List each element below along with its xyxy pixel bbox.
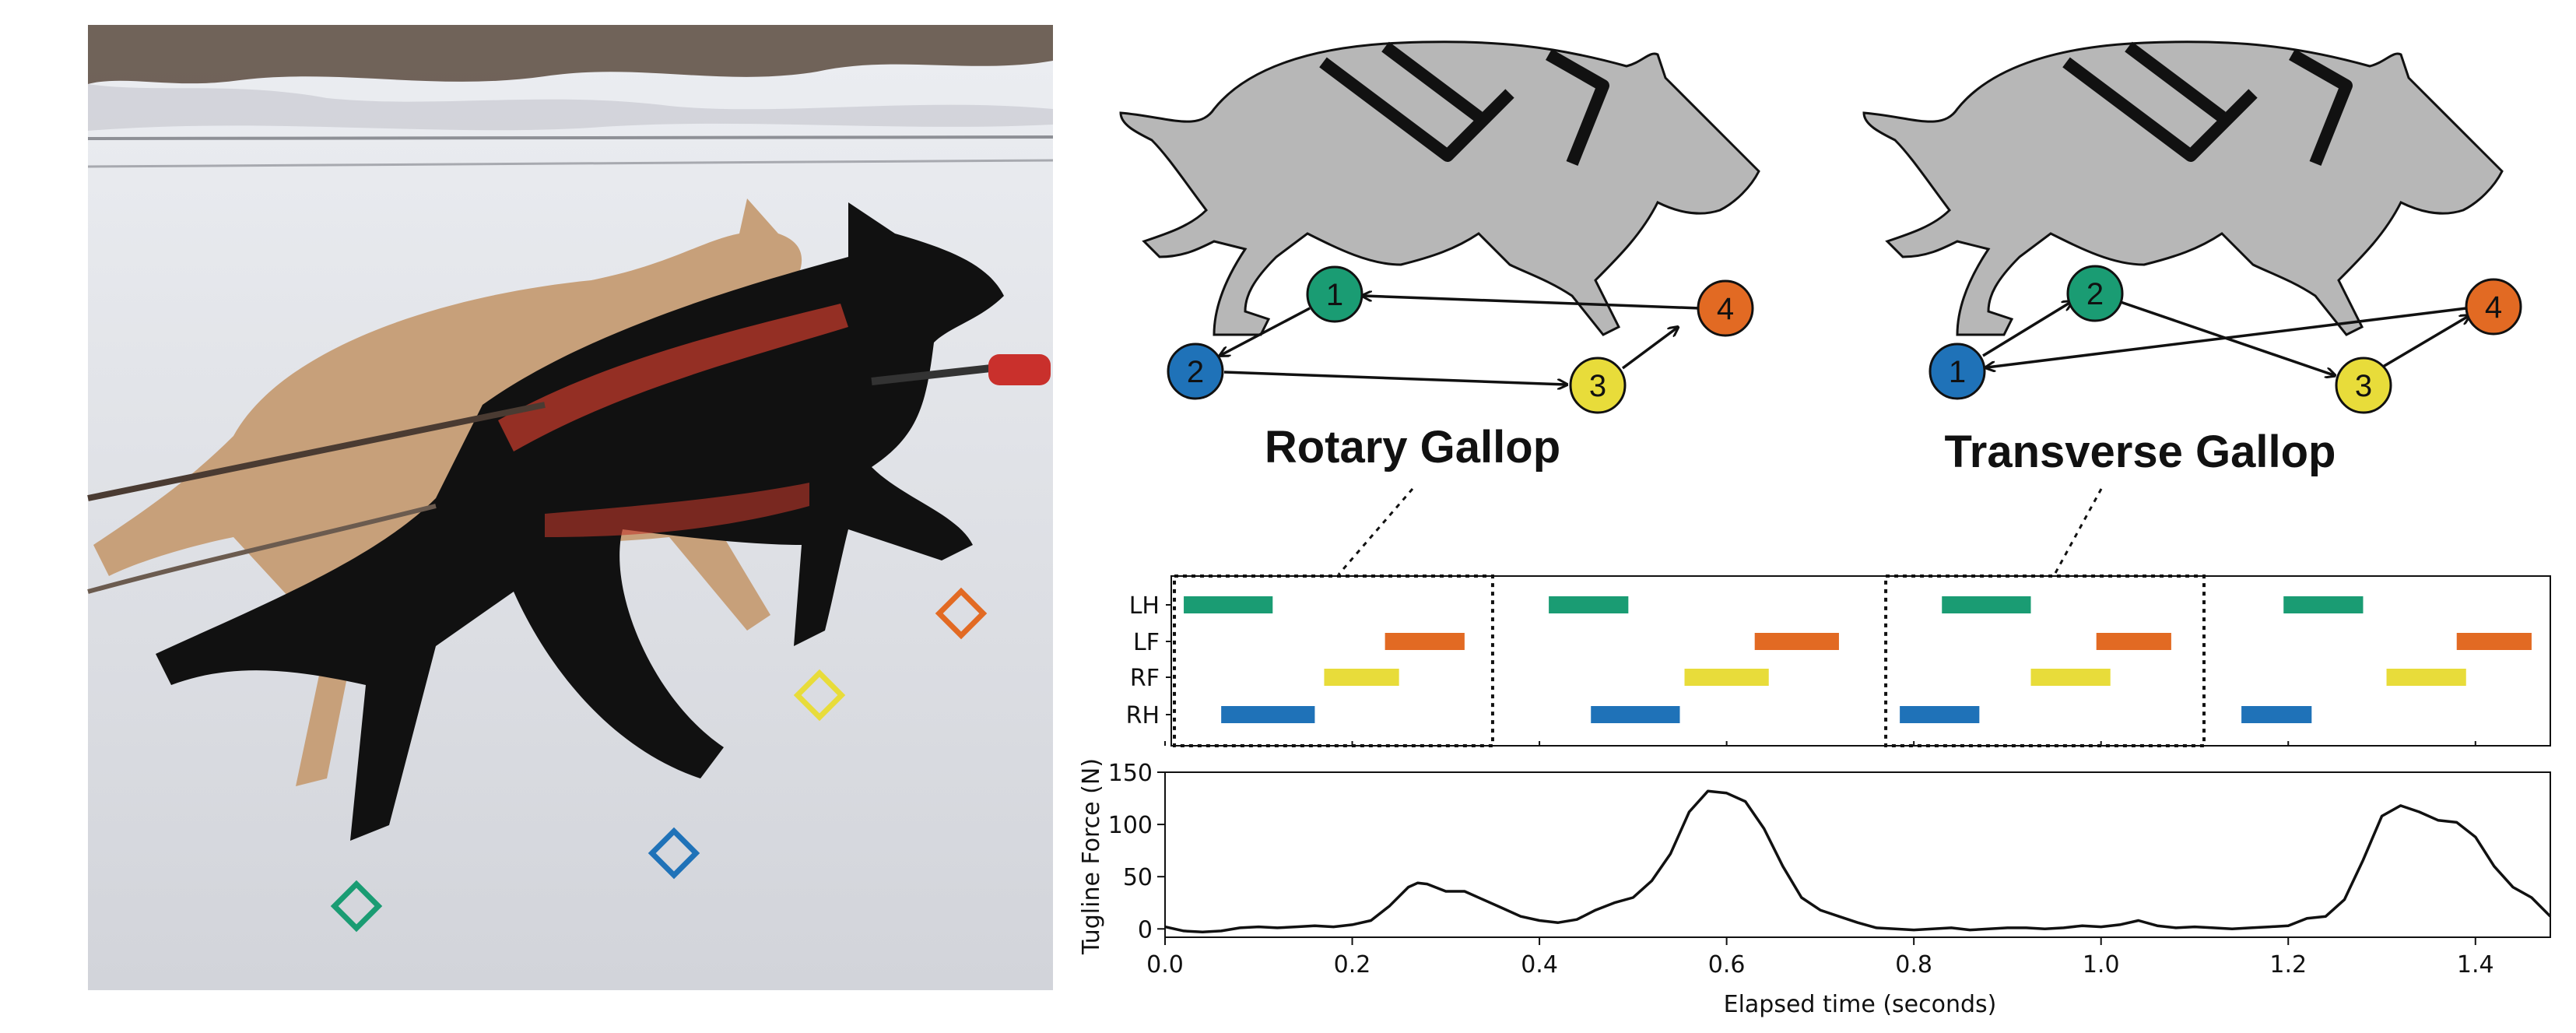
x-tick-label: 0.4 — [1521, 951, 1558, 979]
transverse-gallop-diagram: 1 2 3 4 Transverse Gallop — [1862, 40, 2522, 575]
node-circle — [1697, 279, 1754, 337]
force-frame — [1164, 771, 2551, 938]
node-circle — [2335, 357, 2392, 414]
stance-bar-lf — [1754, 633, 1839, 650]
node-3-transverse: 3 — [2335, 357, 2392, 414]
dog-illustration-rotary — [1119, 40, 1760, 336]
y-tick-label: 50 — [1123, 864, 1153, 891]
node-circle — [1928, 343, 1986, 400]
node-label: 3 — [2355, 369, 2372, 403]
dotted-connector — [1337, 488, 1414, 575]
stance-bar-rf — [1684, 669, 1769, 686]
x-axis-label: Elapsed time (seconds) — [1724, 991, 1997, 1018]
stance-bar-rf — [1324, 669, 1399, 686]
footfall-chart: LH LF RF RH — [1126, 574, 2551, 747]
dotted-connector — [2053, 488, 2103, 575]
gait-title: Transverse Gallop — [1945, 427, 2336, 477]
stance-bar-rh — [1221, 706, 1315, 723]
y-tick-label: 0 — [1138, 916, 1153, 943]
force-y-ticks: 0 50 100 150 — [1108, 760, 1165, 943]
arrows-rotary — [1221, 296, 1701, 385]
node-circle — [2066, 265, 2124, 322]
x-tick-label: 0.6 — [1708, 951, 1746, 979]
stance-bar-lh — [1549, 596, 1629, 613]
node-label: 3 — [1589, 369, 1606, 403]
node-3-rotary: 3 — [1569, 357, 1627, 414]
stance-bar-lf — [2096, 633, 2171, 650]
node-1-transverse: 1 — [1928, 343, 1986, 400]
stance-bar-rf — [2386, 669, 2466, 686]
stance-bar-lh — [1184, 596, 1273, 613]
node-2-rotary: 2 — [1167, 343, 1224, 400]
dog-illustration-transverse — [1862, 40, 2504, 336]
force-series-line — [1164, 789, 2552, 934]
node-1-rotary: 1 — [1306, 265, 1363, 323]
x-tick-label: 0.2 — [1334, 951, 1371, 979]
gait-cycle-box — [1173, 574, 1494, 747]
x-tick-label: 0.8 — [1895, 951, 1932, 979]
row-label-lh: LH — [1129, 592, 1160, 620]
node-4-transverse: 4 — [2465, 278, 2522, 336]
x-tick-label: 1.4 — [2457, 951, 2494, 979]
gait-cycle-box — [1884, 574, 2206, 747]
gait-title: Rotary Gallop — [1265, 422, 1560, 473]
x-tick-label: 1.0 — [2083, 951, 2120, 979]
node-circle — [1167, 343, 1224, 400]
marker-orange — [935, 587, 988, 640]
stance-bar-rh — [1591, 706, 1680, 723]
row-label-rh: RH — [1126, 702, 1160, 729]
stance-bar-rf — [2030, 669, 2111, 686]
marker-blue — [648, 827, 700, 880]
node-2-transverse: 2 — [2066, 265, 2124, 322]
node-label: 2 — [2086, 277, 2104, 311]
node-circle — [1569, 357, 1627, 414]
marker-yellow — [793, 669, 846, 722]
rotary-gallop-diagram: 1 2 3 4 Rotary Gallop — [1119, 40, 1760, 575]
force-x-ticks: 0.0 0.2 0.4 0.6 0.8 1.0 1.2 1.4 — [1146, 937, 2494, 979]
x-tick-label: 1.2 — [2269, 951, 2307, 979]
row-label-rf: RF — [1130, 665, 1160, 692]
node-label: 1 — [1326, 278, 1343, 312]
foot-markers — [330, 587, 988, 933]
node-label: 1 — [1949, 355, 1966, 389]
y-tick-label: 100 — [1108, 812, 1153, 839]
y-axis-label: Tugline Force (N) — [1078, 758, 1105, 955]
footfall-bars — [1184, 596, 2532, 723]
stance-bar-lf — [1385, 633, 1465, 650]
arrows-transverse — [1982, 301, 2469, 375]
stance-bar-rh — [2241, 706, 2312, 723]
stance-bar-lf — [2456, 633, 2532, 650]
node-label: 4 — [2485, 290, 2502, 325]
stance-bar-lh — [2283, 596, 2364, 613]
footfall-row-labels: LH LF RF RH — [1126, 592, 2476, 746]
node-label: 2 — [1187, 355, 1204, 389]
stance-bar-rh — [1900, 706, 1980, 723]
stance-bar-lh — [1942, 596, 2031, 613]
row-label-lf: LF — [1133, 629, 1160, 656]
y-tick-label: 150 — [1108, 760, 1153, 787]
node-4-rotary: 4 — [1697, 279, 1754, 337]
footfall-dotted-boxes — [1173, 574, 2206, 747]
force-chart: 0 50 100 150 0.0 0.2 0.4 0.6 0.8 1.0 1.2 1.4 Elaps… — [1078, 758, 2552, 1018]
node-label: 4 — [1717, 292, 1734, 326]
node-circle — [2465, 278, 2522, 336]
photo-panel — [87, 25, 1054, 990]
marker-green — [330, 880, 383, 933]
black-dog — [156, 202, 1004, 841]
node-circle — [1306, 265, 1363, 323]
x-tick-label: 0.0 — [1146, 951, 1184, 979]
